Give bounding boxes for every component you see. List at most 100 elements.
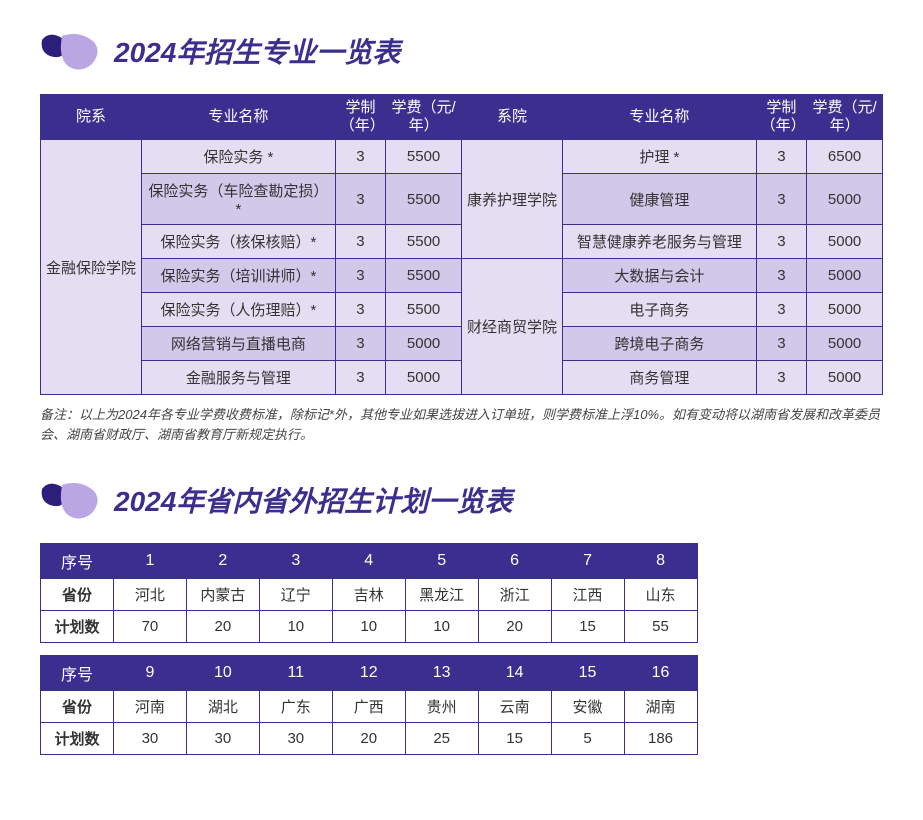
cell-count: 30: [113, 723, 186, 755]
cell-count: 20: [186, 611, 259, 643]
th-fee2: 学费（元/年）: [807, 95, 883, 140]
cell-years: 3: [756, 174, 807, 225]
th-seq-num: 5: [405, 544, 478, 579]
cell-major: 金融服务与管理: [142, 361, 336, 395]
th-seq-num: 11: [259, 656, 332, 691]
th-seq-num: 16: [624, 656, 697, 691]
cell-major: 网络营销与直播电商: [142, 327, 336, 361]
cell-province: 云南: [478, 691, 551, 723]
cell-count: 20: [332, 723, 405, 755]
cell-province: 湖北: [186, 691, 259, 723]
logo-icon: [40, 479, 100, 521]
label-count: 计划数: [41, 611, 114, 643]
cell-fee: 5000: [807, 293, 883, 327]
cell-years: 3: [335, 327, 386, 361]
cell-count: 25: [405, 723, 478, 755]
cell-province: 浙江: [478, 579, 551, 611]
cell-major: 保险实务（人伤理赔）*: [142, 293, 336, 327]
plan-header-row: 序号12345678: [41, 544, 698, 579]
plan-table-a: 序号12345678省份河北内蒙古辽宁吉林黑龙江浙江江西山东计划数7020101…: [40, 543, 698, 643]
cell-count: 10: [259, 611, 332, 643]
cell-province: 吉林: [332, 579, 405, 611]
th-seq-num: 15: [551, 656, 624, 691]
cell-count: 55: [624, 611, 697, 643]
cell-count: 15: [478, 723, 551, 755]
cell-fee: 5500: [386, 225, 462, 259]
th-seq-num: 4: [332, 544, 405, 579]
majors-section: 2024年招生专业一览表 院系 专业名称 学制（年） 学费（元/年） 系院 专业…: [40, 30, 883, 444]
cell-province: 安徽: [551, 691, 624, 723]
cell-fee: 5000: [807, 327, 883, 361]
th-major2: 专业名称: [563, 95, 757, 140]
cell-major: 大数据与会计: [563, 259, 757, 293]
cell-major: 保险实务（培训讲师）*: [142, 259, 336, 293]
cell-years: 3: [756, 327, 807, 361]
cell-fee: 5000: [807, 174, 883, 225]
th-dept2: 系院: [461, 95, 562, 140]
section-header: 2024年省内省外招生计划一览表: [40, 479, 883, 521]
th-seq-num: 1: [113, 544, 186, 579]
plan-count-row: 计划数7020101010201555: [41, 611, 698, 643]
cell-count: 30: [259, 723, 332, 755]
table-header-row: 院系 专业名称 学制（年） 学费（元/年） 系院 专业名称 学制（年） 学费（元…: [41, 95, 883, 140]
cell-years: 3: [335, 140, 386, 174]
cell-years: 3: [335, 174, 386, 225]
table-row: 金融保险学院保险实务 *35500康养护理学院护理 *36500: [41, 140, 883, 174]
cell-province: 贵州: [405, 691, 478, 723]
cell-major: 跨境电子商务: [563, 327, 757, 361]
cell-years: 3: [756, 225, 807, 259]
label-province: 省份: [41, 579, 114, 611]
th-seq-num: 9: [113, 656, 186, 691]
th-seq-num: 8: [624, 544, 697, 579]
th-seq-num: 13: [405, 656, 478, 691]
cell-province: 山东: [624, 579, 697, 611]
cell-fee: 5000: [807, 225, 883, 259]
cell-fee: 5000: [807, 259, 883, 293]
cell-major: 保险实务（车险查勘定损）*: [142, 174, 336, 225]
cell-count: 5: [551, 723, 624, 755]
cell-years: 3: [335, 361, 386, 395]
plan-province-row: 省份河南湖北广东广西贵州云南安徽湖南: [41, 691, 698, 723]
th-seq: 序号: [41, 544, 114, 579]
section-title: 2024年招生专业一览表: [114, 31, 400, 71]
cell-count: 186: [624, 723, 697, 755]
cell-province: 广西: [332, 691, 405, 723]
cell-province: 河南: [113, 691, 186, 723]
th-seq-num: 6: [478, 544, 551, 579]
th-seq-num: 3: [259, 544, 332, 579]
th-years2: 学制（年）: [756, 95, 807, 140]
cell-major: 智慧健康养老服务与管理: [563, 225, 757, 259]
plan-section: 2024年省内省外招生计划一览表 序号12345678省份河北内蒙古辽宁吉林黑龙…: [40, 479, 883, 755]
cell-fee: 5000: [807, 361, 883, 395]
th-seq-num: 7: [551, 544, 624, 579]
cell-fee: 5500: [386, 259, 462, 293]
th-seq: 序号: [41, 656, 114, 691]
cell-count: 20: [478, 611, 551, 643]
plan-province-row: 省份河北内蒙古辽宁吉林黑龙江浙江江西山东: [41, 579, 698, 611]
cell-major: 商务管理: [563, 361, 757, 395]
logo-icon: [40, 30, 100, 72]
cell-province: 广东: [259, 691, 332, 723]
cell-major: 健康管理: [563, 174, 757, 225]
plan-table-b: 序号910111213141516省份河南湖北广东广西贵州云南安徽湖南计划数30…: [40, 655, 698, 755]
th-seq-num: 10: [186, 656, 259, 691]
table-row: 保险实务（培训讲师）*35500财经商贸学院大数据与会计35000: [41, 259, 883, 293]
cell-count: 30: [186, 723, 259, 755]
cell-years: 3: [335, 293, 386, 327]
cell-years: 3: [756, 140, 807, 174]
cell-years: 3: [756, 259, 807, 293]
cell-major: 保险实务 *: [142, 140, 336, 174]
section-header: 2024年招生专业一览表: [40, 30, 883, 72]
cell-fee: 6500: [807, 140, 883, 174]
plan-header-row: 序号910111213141516: [41, 656, 698, 691]
th-fee: 学费（元/年）: [386, 95, 462, 140]
cell-years: 3: [335, 225, 386, 259]
cell-years: 3: [756, 293, 807, 327]
th-dept: 院系: [41, 95, 142, 140]
label-count: 计划数: [41, 723, 114, 755]
cell-province: 江西: [551, 579, 624, 611]
dept-cell-left: 金融保险学院: [41, 140, 142, 395]
cell-province: 内蒙古: [186, 579, 259, 611]
label-province: 省份: [41, 691, 114, 723]
cell-province: 辽宁: [259, 579, 332, 611]
